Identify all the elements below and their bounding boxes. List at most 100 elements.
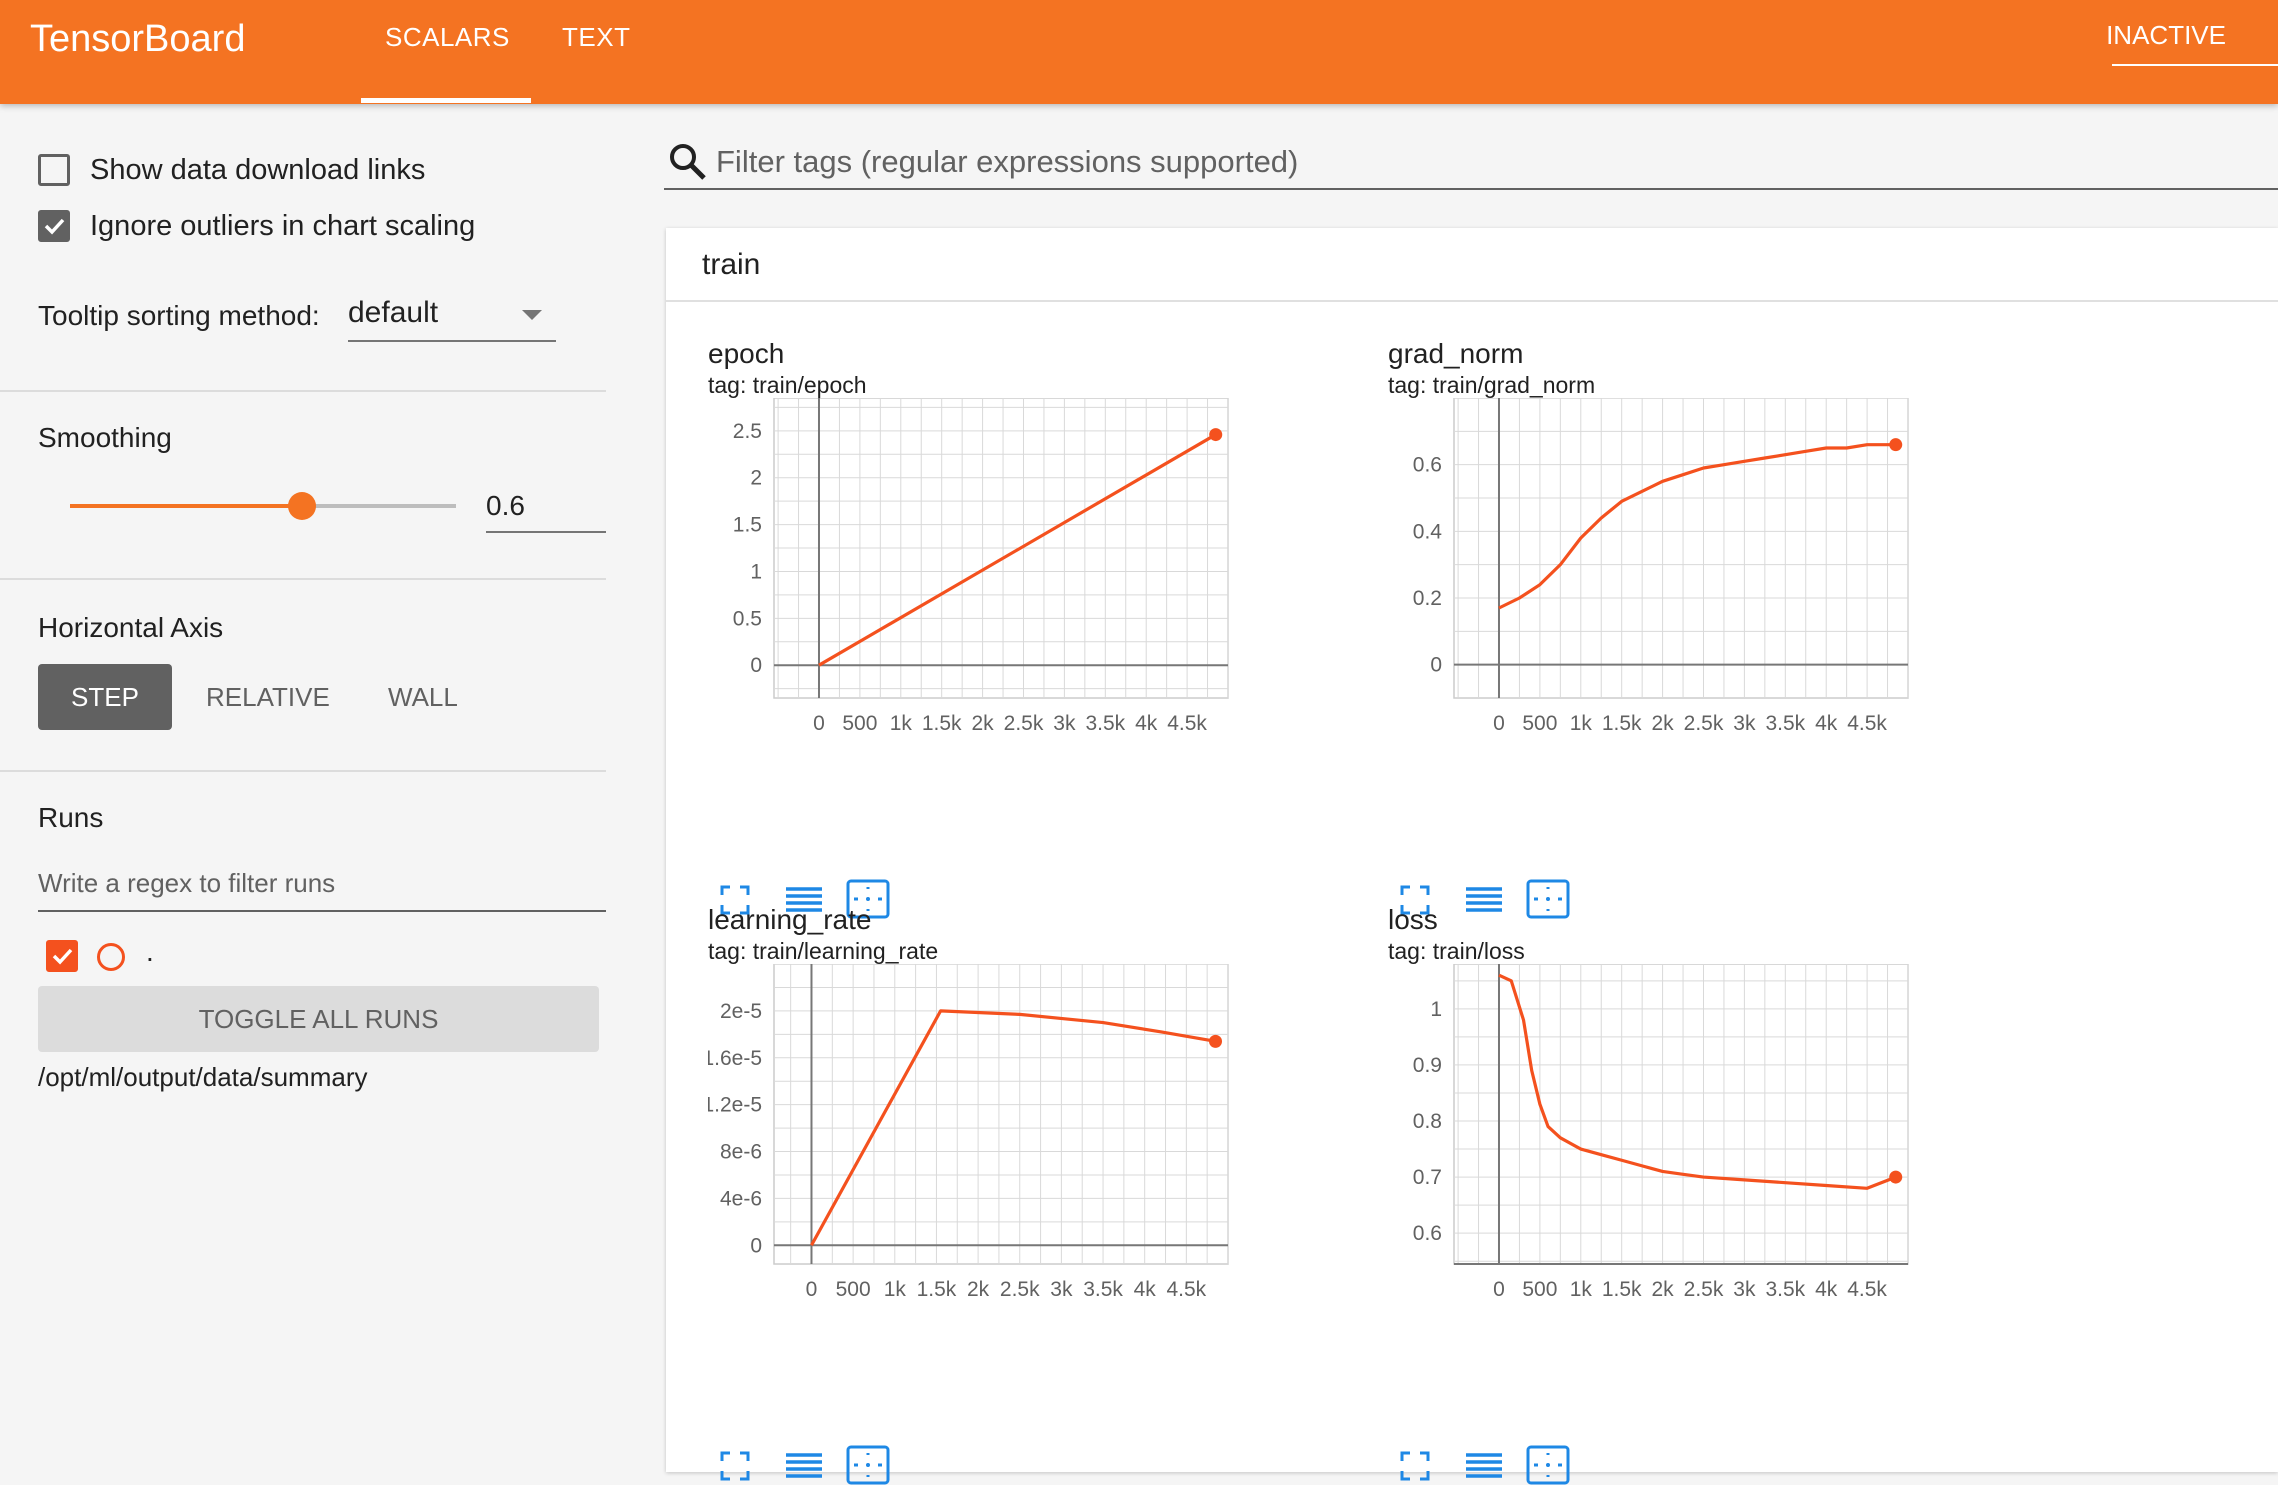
show-download-links-checkbox[interactable] [38, 154, 70, 186]
y-tick-label: 2e-5 [720, 1000, 762, 1023]
x-tick-label: 1.5k [922, 712, 962, 735]
y-tick-label: 0 [750, 1234, 762, 1257]
axis-wall-button[interactable]: WALL [388, 682, 458, 712]
chart-loss[interactable]: 0 500 1k 1.5k 2k 2.5k 3k 3.5k 4k 4.5k 0.6 0.7 0.8 0.9… [1388, 964, 2048, 1380]
run-filter-underline [38, 910, 606, 912]
chart-card-epoch: epoch tag: train/epoch 0 500 1k 1.5k 2k 2.5k 3… [708, 338, 1388, 919]
divider [0, 390, 606, 392]
smoothing-slider-track[interactable] [302, 504, 456, 508]
x-tick-label: 4.5k [1847, 1278, 1887, 1301]
main-panel: Filter tags (regular expressions support… [606, 104, 2278, 1485]
log-dir-path: /opt/ml/output/data/summary [38, 1062, 368, 1092]
chart-grad-norm[interactable]: 0 500 1k 1.5k 2k 2.5k 3k 3.5k 4k 4.5k 0 0.2 0.4 0.6 [1388, 398, 2048, 814]
checkmark-icon [52, 948, 73, 965]
x-tick-label: 2.5k [1684, 712, 1724, 735]
y-tick-label: 0.5 [733, 607, 762, 630]
chart-card-grad-norm: grad_norm tag: train/grad_norm 0 500 1k 1.5… [1388, 338, 2068, 919]
x-tick-label: 4.5k [1167, 712, 1207, 735]
x-tick-label: 1k [890, 712, 913, 735]
chart-learning-rate[interactable]: 0 500 1k 1.5k 2k 2.5k 3k 3.5k 4k 4.5k 0 4e-6 8e-6 1.2… [708, 964, 1368, 1380]
series-end-point [1209, 1034, 1223, 1048]
checkmark-icon [44, 218, 65, 235]
tab-scalars[interactable]: SCALARS [385, 22, 510, 52]
x-tick-label: 1.5k [1602, 712, 1642, 735]
tag-group-header[interactable]: train [666, 228, 2278, 302]
x-tick-label: 4k [1135, 712, 1158, 735]
x-tick-label: 4k [1815, 1278, 1838, 1301]
x-tick-label: 1k [1570, 712, 1593, 735]
series-end-point [1209, 428, 1223, 442]
inactive-underline [2112, 64, 2278, 66]
x-tick-label: 4k [1815, 712, 1838, 735]
series-line [1498, 443, 1896, 610]
divider [0, 770, 606, 772]
sidebar: Show data download links Ignore outliers… [0, 104, 606, 1472]
chart-epoch[interactable]: 0 500 1k 1.5k 2k 2.5k 3k 3.5k 4k 4.5k 0 0.5 1 1.5 2 2.5 [708, 398, 1368, 814]
x-tick-label: 2.5k [1684, 1278, 1724, 1301]
x-tick-label: 2k [1652, 1278, 1675, 1301]
chart-tag: tag: train/learning_rate [708, 938, 939, 964]
axis-step-button[interactable]: STEP [38, 664, 172, 730]
y-tick-label: 8e-6 [720, 1141, 762, 1164]
x-tick-label: 3k [1733, 1278, 1756, 1301]
chart-title: loss [1388, 904, 1438, 935]
axis-relative-button[interactable]: RELATIVE [206, 682, 330, 712]
tab-text[interactable]: TEXT [562, 22, 631, 52]
ignore-outliers-label: Ignore outliers in chart scaling [90, 210, 476, 242]
y-tick-label: 0 [1430, 654, 1442, 677]
top-app-bar: TensorBoard SCALARS TEXT INACTIVE [0, 0, 2278, 104]
series-line [818, 433, 1217, 667]
x-tick-label: 0 [1493, 712, 1505, 735]
x-tick-label: 1k [884, 1278, 907, 1301]
x-tick-label: 2k [967, 1278, 990, 1301]
tooltip-sorting-label: Tooltip sorting method: [38, 300, 320, 331]
series-end-point [1889, 438, 1903, 452]
y-tick-label: 0.4 [1413, 520, 1443, 543]
x-tick-label: 2.5k [1004, 712, 1044, 735]
chart-tag: tag: train/epoch [708, 372, 867, 398]
tag-group-card: train epoch tag: train/epoch 0 500 1k 1.5k 2… [666, 228, 2278, 1485]
chart-title: epoch [708, 338, 785, 369]
x-tick-label: 0 [806, 1278, 818, 1301]
ignore-outliers-checkbox[interactable] [38, 210, 70, 242]
y-tick-label: 0.9 [1413, 1054, 1442, 1077]
smoothing-slider-fill[interactable] [70, 504, 302, 508]
y-tick-label: 1 [750, 560, 762, 583]
x-tick-label: 4.5k [1166, 1278, 1206, 1301]
x-tick-label: 0 [813, 712, 825, 735]
show-download-links-label: Show data download links [90, 154, 426, 186]
x-tick-label: 3k [1050, 1278, 1073, 1301]
x-tick-label: 3.5k [1085, 712, 1125, 735]
inactive-dropdown[interactable]: INACTIVE [2106, 20, 2226, 50]
smoothing-input-underline [486, 531, 606, 533]
chart-title: grad_norm [1388, 338, 1524, 369]
y-tick-label: 1 [1430, 998, 1442, 1021]
runs-label: Runs [38, 802, 104, 833]
chevron-down-icon[interactable] [522, 310, 542, 320]
x-tick-label: 2k [972, 712, 995, 735]
horizontal-axis-label: Horizontal Axis [38, 612, 224, 643]
smoothing-slider-thumb[interactable] [288, 492, 316, 520]
x-tick-label: 500 [1522, 1278, 1557, 1301]
chart-card-learning-rate: learning_rate tag: train/learning_rate 0… [708, 904, 1388, 1485]
app-brand: TensorBoard [30, 18, 246, 60]
x-tick-label: 2.5k [1000, 1278, 1040, 1301]
run-checkbox[interactable] [46, 940, 78, 972]
run-filter-input[interactable]: Write a regex to filter runs [38, 868, 336, 898]
run-color-radio[interactable] [97, 943, 125, 971]
x-tick-label: 3k [1053, 712, 1076, 735]
y-tick-label: 1.5 [733, 514, 762, 537]
x-tick-label: 500 [842, 712, 877, 735]
x-tick-label: 3.5k [1765, 1278, 1805, 1301]
tag-filter-input[interactable]: Filter tags (regular expressions support… [716, 144, 1299, 179]
tooltip-sorting-select[interactable]: default [348, 296, 439, 329]
series-end-point [1889, 1170, 1903, 1184]
y-tick-label: 0.2 [1413, 587, 1442, 610]
toggle-all-runs-button[interactable]: TOGGLE ALL RUNS [38, 986, 599, 1052]
tag-filter-underline [664, 188, 2278, 190]
x-tick-label: 1k [1570, 1278, 1593, 1301]
divider [0, 578, 606, 580]
smoothing-value-input[interactable]: 0.6 [486, 490, 525, 521]
y-tick-label: 0.6 [1413, 454, 1442, 477]
x-tick-label: 500 [1522, 712, 1557, 735]
